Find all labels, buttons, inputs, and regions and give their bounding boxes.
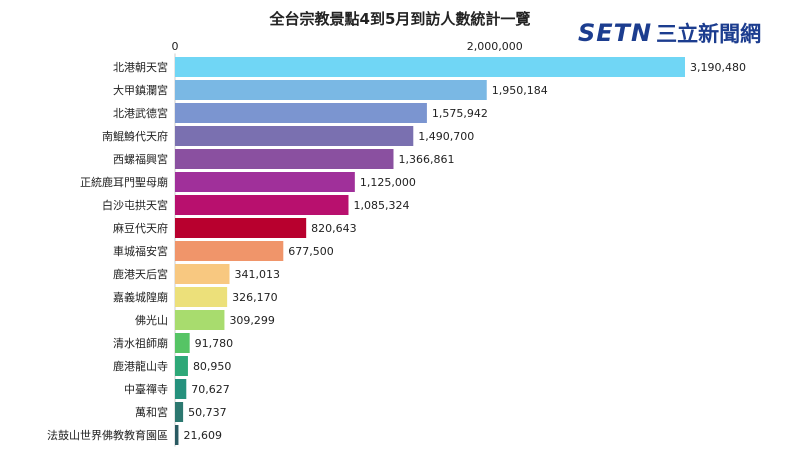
- category-label: 車城福安宮: [113, 244, 168, 258]
- category-label: 萬和宮: [135, 405, 168, 419]
- bar: [175, 264, 230, 284]
- bar: [175, 425, 179, 445]
- value-label: 1,125,000: [360, 176, 416, 189]
- category-label: 南鯤鯓代天府: [102, 129, 168, 143]
- category-label: 嘉義城隍廟: [113, 290, 168, 304]
- category-label: 鹿港龍山寺: [113, 359, 168, 373]
- x-tick-label: 0: [172, 40, 179, 53]
- logo-brand-text: SETN: [578, 19, 653, 47]
- value-label: 21,609: [183, 429, 222, 442]
- setn-logo: SETN 三立新聞網: [578, 18, 761, 48]
- value-label: 1,490,700: [418, 130, 474, 143]
- value-label: 1,950,184: [492, 84, 548, 97]
- category-label: 鹿港天后宮: [113, 267, 168, 281]
- value-label: 70,627: [191, 383, 230, 396]
- value-label: 50,737: [188, 406, 227, 419]
- bar: [175, 80, 487, 100]
- category-label: 清水祖師廟: [113, 336, 168, 350]
- bar: [175, 172, 355, 192]
- category-label: 西螺福興宮: [113, 152, 168, 166]
- category-label: 佛光山: [135, 313, 168, 327]
- bar: [175, 149, 394, 169]
- value-label: 326,170: [232, 291, 278, 304]
- value-label: 91,780: [195, 337, 234, 350]
- bar: [175, 356, 188, 376]
- category-label: 法鼓山世界佛教教育園區: [47, 428, 168, 442]
- bar: [175, 310, 225, 330]
- category-label: 北港武德宮: [113, 106, 168, 120]
- x-tick-label: 2,000,000: [467, 40, 523, 53]
- category-label: 北港朝天宮: [113, 60, 168, 74]
- value-label: 80,950: [193, 360, 232, 373]
- bar: [175, 195, 349, 215]
- value-label: 1,575,942: [432, 107, 488, 120]
- category-label: 正統鹿耳門聖母廟: [80, 175, 168, 189]
- value-label: 820,643: [311, 222, 357, 235]
- value-label: 677,500: [288, 245, 334, 258]
- category-label: 白沙屯拱天宮: [102, 198, 168, 212]
- value-label: 3,190,480: [690, 61, 746, 74]
- bar: [175, 241, 284, 261]
- bar: [175, 287, 228, 307]
- bar: [175, 57, 685, 77]
- bar: [175, 333, 190, 353]
- chart-title: 全台宗教景點4到5月到訪人數統計一覽: [269, 10, 531, 28]
- category-label: 中臺禪寺: [124, 382, 168, 396]
- bar: [175, 402, 184, 422]
- category-label: 麻豆代天府: [113, 221, 168, 235]
- bar: [175, 126, 414, 146]
- value-label: 309,299: [229, 314, 275, 327]
- bar: [175, 218, 307, 238]
- category-label: 大甲鎮瀾宮: [113, 83, 168, 97]
- bar: [175, 379, 187, 399]
- value-label: 1,085,324: [353, 199, 409, 212]
- logo-name-text: 三立新聞網: [656, 22, 762, 46]
- bar: [175, 103, 427, 123]
- value-label: 341,013: [235, 268, 280, 281]
- value-label: 1,366,861: [398, 153, 454, 166]
